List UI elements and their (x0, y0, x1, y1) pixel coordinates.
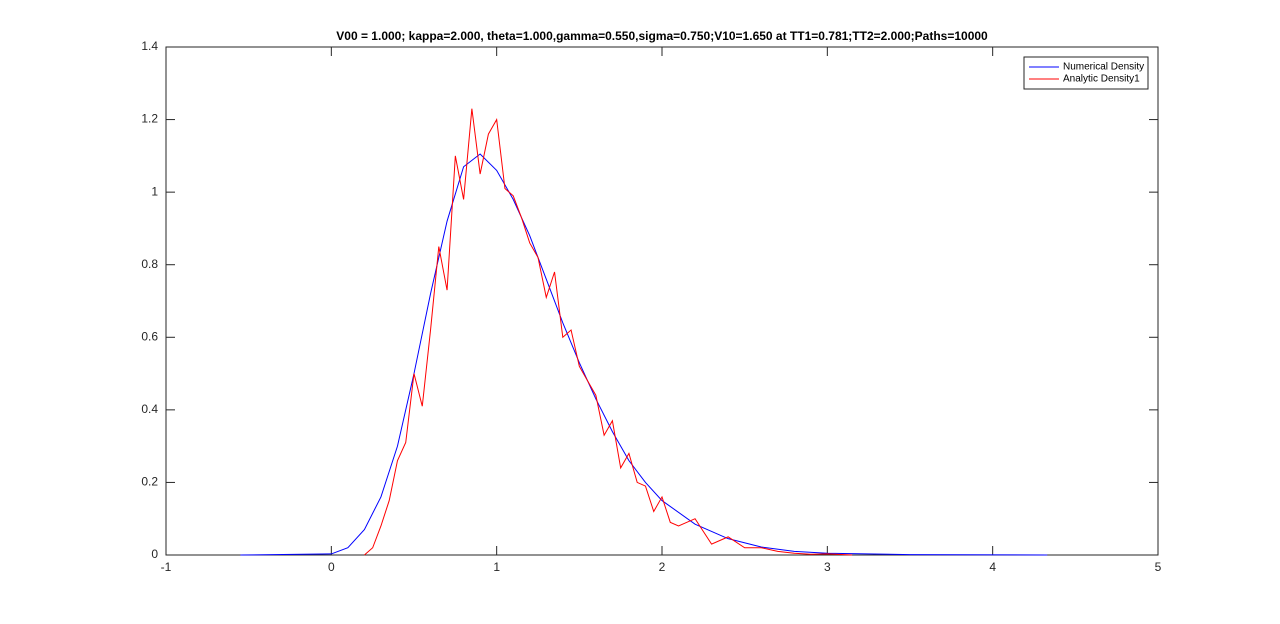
series-line (240, 153, 1048, 556)
legend-label: Numerical Density (1063, 62, 1144, 73)
x-tick-label: 5 (1155, 560, 1162, 574)
y-tick-label: 0.8 (141, 257, 158, 271)
y-tick-label: 0.4 (141, 402, 158, 416)
chart-title: V00 = 1.000; kappa=2.000, theta=1.000,ga… (336, 29, 988, 43)
y-tick-label: 1.2 (141, 112, 158, 126)
x-tick-label: 0 (328, 560, 335, 574)
legend-box (1023, 56, 1149, 90)
x-tick-label: 1 (493, 560, 500, 574)
series-line (364, 108, 853, 556)
x-tick-label: -1 (161, 560, 172, 574)
plot-frame (165, 46, 1159, 556)
y-tick-label: 1 (151, 184, 158, 198)
x-tick-label: 2 (659, 560, 666, 574)
y-tick-label: 0.6 (141, 329, 158, 343)
y-tick-label: 0.2 (141, 475, 158, 489)
x-tick-label: 3 (824, 560, 831, 574)
x-tick-label: 4 (989, 560, 996, 574)
legend-label: Analytic Density1 (1063, 74, 1140, 85)
y-tick-label: 0 (151, 547, 158, 561)
y-tick-label: 1.4 (141, 39, 158, 53)
